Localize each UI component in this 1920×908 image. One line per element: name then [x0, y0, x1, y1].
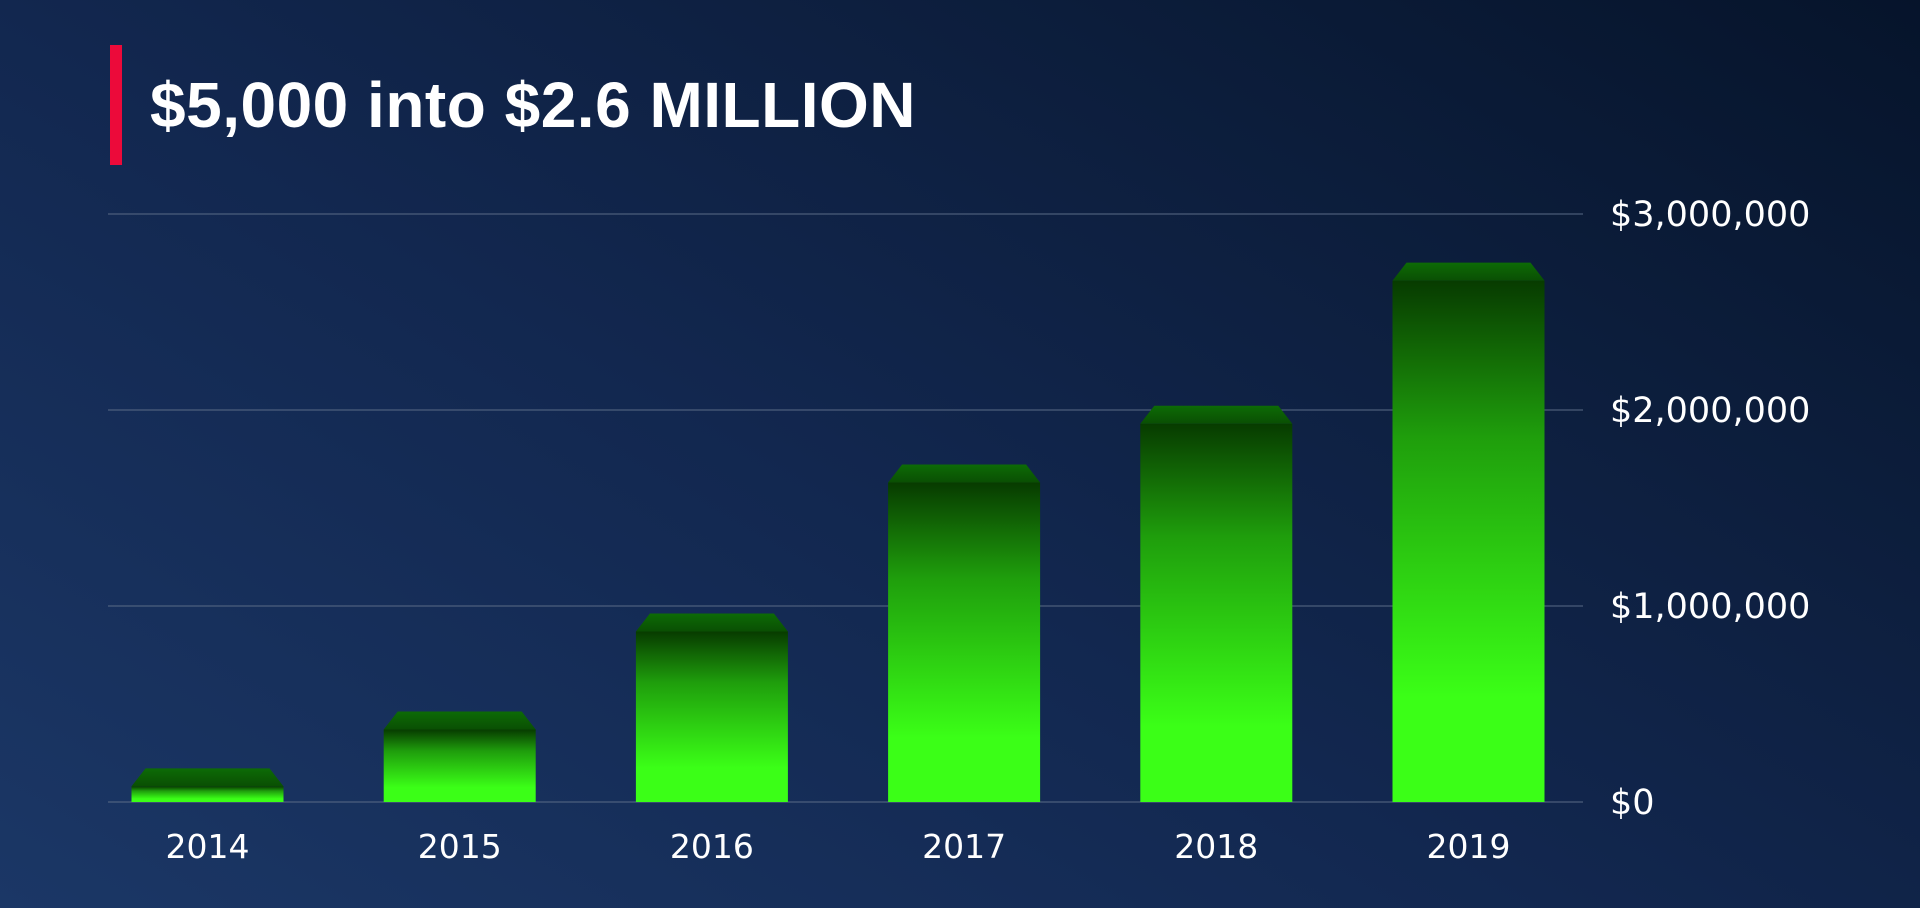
bar-2015 — [383, 711, 536, 802]
bar-2018 — [1140, 405, 1293, 802]
y-tick-label: $1,000,000 — [1610, 587, 1810, 627]
bar-cap — [1392, 262, 1545, 281]
bars — [131, 262, 1545, 802]
y-axis-labels: $0 $1,000,000 $2,000,000 $3,000,000 — [1610, 195, 1810, 823]
bar-body — [383, 729, 536, 802]
title-block: $5,000 into $2.6 MILLION — [110, 45, 916, 165]
gridlines — [108, 213, 1583, 803]
bar-body — [131, 786, 284, 802]
chart-title: $5,000 into $2.6 MILLION — [150, 69, 916, 141]
y-tick-label: $2,000,000 — [1610, 391, 1810, 431]
x-tick-label: 2017 — [922, 827, 1006, 866]
y-tick-label: $3,000,000 — [1610, 195, 1810, 235]
x-axis-labels: 2014 2015 2016 2017 2018 2019 — [166, 827, 1511, 866]
bar-2017 — [888, 464, 1041, 802]
x-tick-label: 2018 — [1174, 827, 1258, 866]
x-tick-label: 2014 — [166, 827, 250, 866]
x-tick-label: 2015 — [418, 827, 502, 866]
bar-body — [1392, 280, 1545, 802]
bar-2016 — [635, 613, 788, 802]
bar-2019 — [1392, 262, 1545, 802]
bar-2014 — [131, 768, 284, 802]
x-tick-label: 2016 — [670, 827, 754, 866]
bar-body — [1140, 423, 1293, 802]
bar-cap — [131, 768, 284, 787]
y-tick-label: $0 — [1610, 783, 1655, 823]
bar-cap — [635, 613, 788, 632]
bar-cap — [1140, 405, 1293, 424]
bar-body — [635, 631, 788, 802]
bar-cap — [383, 711, 536, 730]
bar-cap — [888, 464, 1041, 483]
bar-body — [888, 482, 1041, 802]
title-accent-bar — [110, 45, 122, 165]
x-tick-label: 2019 — [1427, 827, 1511, 866]
